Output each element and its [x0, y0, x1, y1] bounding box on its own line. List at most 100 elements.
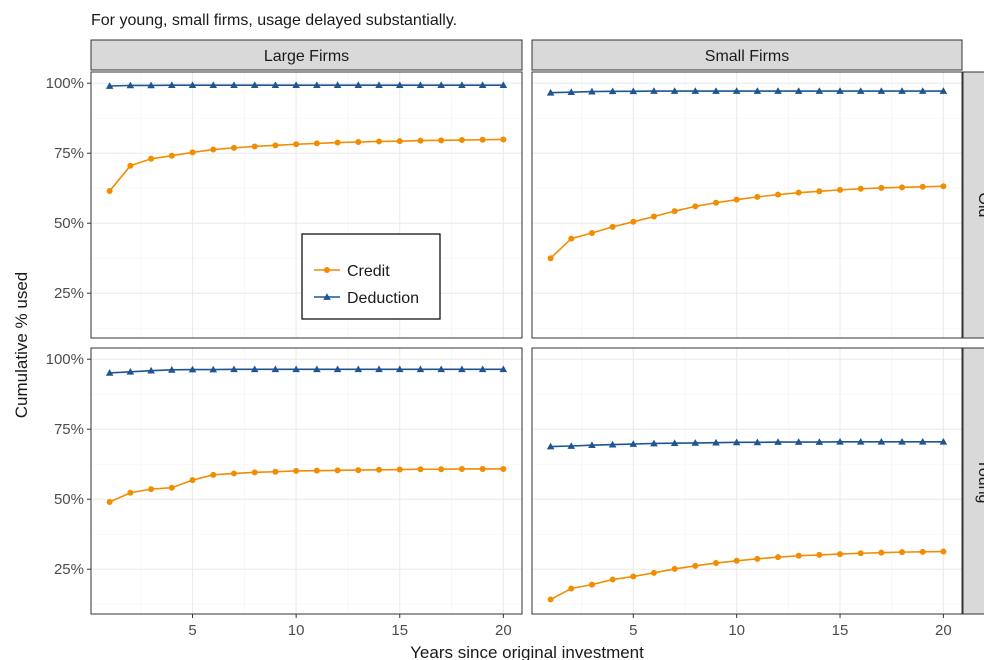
legend-box: [301, 233, 441, 320]
y-tick-label: 100%: [46, 75, 84, 92]
point-deduction: [126, 81, 135, 89]
point-credit: [712, 560, 719, 567]
point-credit: [630, 218, 637, 225]
x-tick-label: 5: [188, 622, 196, 639]
point-deduction: [918, 87, 927, 94]
point-deduction: [333, 81, 342, 89]
point-credit: [396, 466, 403, 473]
point-deduction: [691, 439, 700, 446]
point-deduction: [375, 81, 383, 89]
point-deduction: [856, 87, 865, 94]
point-credit: [438, 137, 445, 144]
point-deduction: [168, 366, 176, 373]
point-deduction: [209, 81, 218, 89]
point-credit: [547, 255, 554, 262]
point-deduction: [313, 81, 321, 89]
point-deduction: [732, 87, 741, 94]
point-credit: [899, 184, 906, 191]
point-credit: [692, 562, 699, 569]
point-deduction: [250, 365, 259, 373]
x-tick-label: 20: [935, 622, 952, 639]
panel-large-firms-old-border: [90, 71, 523, 339]
point-deduction: [375, 365, 383, 373]
point-credit: [355, 467, 362, 474]
x-tick-label: 15: [832, 622, 849, 639]
point-credit: [671, 565, 678, 572]
point-deduction: [188, 81, 197, 89]
point-credit: [754, 193, 761, 200]
point-deduction: [836, 438, 844, 445]
point-credit: [919, 548, 926, 555]
point-credit: [376, 466, 383, 473]
point-deduction: [292, 81, 300, 89]
point-deduction: [629, 87, 638, 95]
point-deduction: [250, 81, 259, 89]
point-deduction: [732, 438, 741, 446]
strip-young: Young: [975, 459, 984, 504]
point-credit: [355, 139, 362, 145]
point-deduction: [395, 81, 404, 89]
point-credit: [919, 183, 926, 190]
point-credit: [837, 551, 844, 558]
legend-key-marker-credit: [324, 267, 330, 273]
point-credit: [733, 557, 740, 564]
point-deduction: [608, 87, 617, 95]
point-deduction: [458, 81, 466, 89]
y-axis-label: Cumulative % used: [12, 272, 31, 418]
point-deduction: [794, 87, 803, 94]
point-deduction: [313, 365, 321, 373]
point-deduction: [650, 439, 658, 447]
point-deduction: [567, 442, 576, 449]
point-credit: [458, 137, 465, 144]
chart-title: For young, small firms, usage delayed su…: [91, 12, 457, 29]
legend-key-marker-deduction: [323, 293, 331, 300]
point-deduction: [271, 81, 280, 89]
x-tick-label: 10: [728, 622, 745, 639]
point-credit: [313, 140, 320, 147]
y-tick-label: 50%: [54, 215, 84, 232]
point-credit: [712, 199, 719, 206]
point-deduction: [416, 365, 425, 373]
point-credit: [293, 467, 300, 474]
point-credit: [168, 484, 175, 491]
point-deduction: [753, 87, 762, 94]
point-credit: [293, 141, 300, 148]
panel-large-firms-young-border: [90, 347, 523, 615]
point-deduction: [230, 365, 238, 373]
point-credit: [106, 499, 113, 505]
point-credit: [547, 596, 554, 603]
point-credit: [417, 137, 424, 144]
panel-small-firms-old-border: [531, 71, 963, 339]
point-credit: [857, 550, 864, 557]
point-credit: [816, 188, 823, 195]
point-deduction: [478, 365, 487, 373]
point-deduction: [588, 87, 596, 95]
point-deduction: [670, 439, 679, 447]
point-credit: [272, 142, 279, 149]
panels-layer: Large Firms Small Firms Old Young 25% 50% 75% 1…: [46, 39, 984, 639]
strip-small-firms: Small Firms: [705, 48, 789, 65]
point-deduction: [898, 87, 906, 94]
legend-item-deduction: Deduction: [314, 290, 419, 307]
legend-label-deduction: Deduction: [347, 290, 419, 307]
y-tick-label: 50%: [54, 491, 84, 508]
point-credit: [588, 581, 595, 588]
point-deduction: [918, 438, 927, 445]
point-deduction: [815, 438, 824, 445]
panel-small-firms-old: [531, 71, 963, 339]
point-credit: [479, 136, 486, 143]
point-deduction: [147, 366, 155, 374]
point-deduction: [354, 81, 363, 89]
point-credit: [878, 184, 885, 191]
point-deduction: [691, 87, 700, 94]
point-credit: [816, 551, 823, 558]
strip-large-firms-bg: [90, 39, 523, 71]
point-credit: [251, 143, 258, 150]
point-deduction: [416, 81, 425, 89]
point-credit: [588, 230, 595, 236]
point-credit: [251, 469, 258, 476]
point-deduction: [629, 440, 638, 447]
point-credit: [106, 188, 113, 194]
point-deduction: [147, 81, 155, 89]
panel-small-firms-young: 5 10 15 20: [531, 347, 963, 639]
